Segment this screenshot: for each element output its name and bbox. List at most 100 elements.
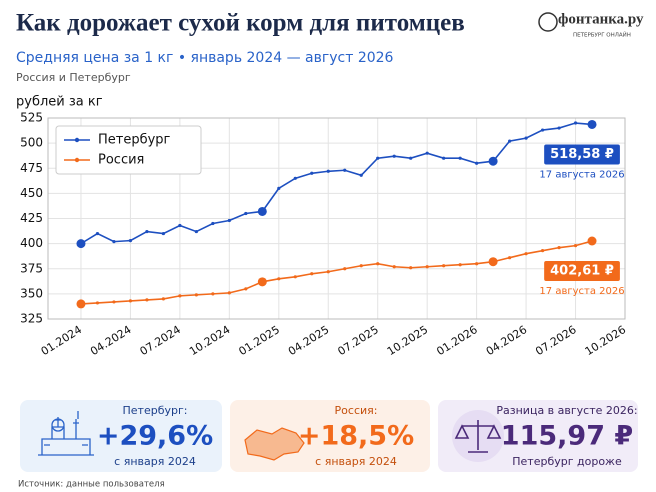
point: [475, 262, 479, 266]
point: [211, 221, 215, 226]
point: [244, 211, 248, 216]
point: [310, 171, 314, 175]
point: [425, 265, 429, 269]
point: [178, 223, 182, 228]
highlight-point: [76, 239, 86, 249]
point: [128, 299, 133, 303]
point: [573, 244, 578, 248]
point: [524, 136, 528, 140]
value-label: 518,58 ₽: [550, 147, 614, 162]
card-value: +29,6%: [97, 421, 213, 452]
y-tick-label: 325: [20, 312, 43, 326]
source: Источник: данные пользователя: [18, 480, 165, 490]
point: [557, 246, 561, 250]
point: [178, 294, 182, 298]
point: [145, 298, 149, 302]
city-icon: [38, 411, 94, 456]
point: [128, 239, 133, 243]
logo-icon: [538, 12, 558, 32]
card-note: с января 2024: [114, 455, 196, 468]
y-tick-label: 400: [20, 236, 43, 250]
highlight-point: [587, 236, 597, 246]
highlight-point: [257, 277, 267, 287]
point: [343, 168, 347, 172]
y-tick-label: 425: [20, 211, 43, 225]
legend-label: Россия: [98, 153, 144, 168]
highlight-point: [76, 299, 86, 309]
scale-icon: [454, 420, 502, 453]
point: [145, 229, 149, 234]
point: [211, 292, 215, 296]
point: [161, 297, 165, 301]
card: [20, 400, 222, 472]
card-label: Разница в августе 2026:: [496, 404, 637, 417]
plot-frame: [47, 117, 626, 320]
chart-title: Как дорожает сухой корм для питомцев: [16, 10, 465, 37]
point: [277, 186, 281, 190]
point: [508, 139, 512, 143]
point: [112, 240, 116, 244]
legend-swatch-dot: [74, 157, 80, 163]
point: [540, 128, 545, 132]
point: [194, 229, 198, 234]
y-axis-label: рублей за кг: [16, 95, 103, 110]
point: [409, 156, 413, 160]
logo-name: фонтанка.ру: [558, 11, 644, 27]
point: [244, 287, 248, 291]
point: [194, 293, 198, 297]
point: [95, 301, 100, 305]
point: [227, 291, 231, 295]
point: [376, 156, 380, 160]
point: [392, 154, 396, 158]
subtitle: Средняя цена за 1 кг • январь 2024 — авг…: [16, 50, 394, 66]
y-tick-label: 450: [20, 186, 43, 200]
value-label: 402,61 ₽: [550, 264, 614, 279]
highlight-point: [257, 206, 267, 216]
value-label-box: [544, 261, 620, 282]
card-note: с января 2024: [315, 455, 397, 468]
point: [326, 169, 330, 173]
legend-box: [55, 125, 202, 175]
point: [508, 256, 512, 260]
card-value: 115,97 ₽: [501, 421, 633, 452]
point: [277, 277, 281, 281]
point: [359, 173, 363, 177]
value-label-box: [544, 144, 620, 165]
card-label: Россия:: [335, 404, 378, 417]
point: [475, 161, 479, 165]
highlight-point: [587, 119, 597, 129]
point: [326, 270, 330, 274]
y-tick-label: 375: [20, 261, 43, 275]
card-label: Петербург:: [123, 404, 188, 417]
point: [95, 231, 100, 236]
y-tick-label: 525: [20, 111, 43, 125]
line: [80, 240, 593, 305]
point: [524, 252, 528, 256]
note: Россия и Петербург: [16, 71, 131, 84]
point: [112, 300, 116, 304]
point: [392, 265, 396, 269]
date-label: 17 августа 2026: [539, 169, 624, 180]
point: [458, 263, 462, 267]
y-tick-label: 475: [20, 161, 43, 175]
map-icon: [244, 427, 305, 461]
point: [359, 264, 363, 268]
point: [557, 126, 561, 130]
legend-swatch-dot: [74, 137, 80, 143]
point: [293, 176, 297, 180]
point: [442, 156, 446, 160]
card-note: Петербург дороже: [512, 455, 622, 468]
point: [293, 275, 297, 279]
point: [540, 249, 545, 253]
legend-label: Петербург: [98, 133, 171, 148]
point: [376, 262, 380, 266]
date-label: 17 августа 2026: [539, 286, 624, 297]
highlight-point: [488, 156, 498, 166]
point: [573, 121, 578, 125]
line: [80, 122, 593, 245]
highlight-point: [488, 257, 498, 267]
point: [161, 231, 165, 236]
point: [310, 272, 314, 276]
logo-tagline: ПЕТЕРБУРГ ОНЛАЙН: [573, 32, 631, 39]
